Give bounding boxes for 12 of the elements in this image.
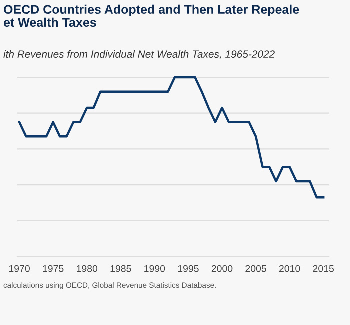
x-tick-label: 1980 bbox=[77, 265, 98, 272]
x-tick-label: 2000 bbox=[212, 265, 233, 272]
x-tick-label: 1975 bbox=[43, 265, 64, 272]
chart-subtitle: ith Revenues from Individual Net Wealth Taxes, 1965-2022 bbox=[4, 50, 275, 60]
x-tick-label: 1970 bbox=[9, 265, 30, 272]
x-tick-label: 1990 bbox=[144, 265, 166, 272]
x-tick-label: 2015 bbox=[313, 265, 334, 272]
x-tick-label: 2005 bbox=[246, 265, 266, 272]
x-tick-label: 1995 bbox=[178, 265, 199, 272]
x-tick-label: 1985 bbox=[110, 265, 132, 272]
x-tick-label: 2010 bbox=[279, 265, 300, 272]
chart-title: OECD Countries Adopted and Then Later Repeale et Wealth Taxes bbox=[4, 4, 300, 28]
